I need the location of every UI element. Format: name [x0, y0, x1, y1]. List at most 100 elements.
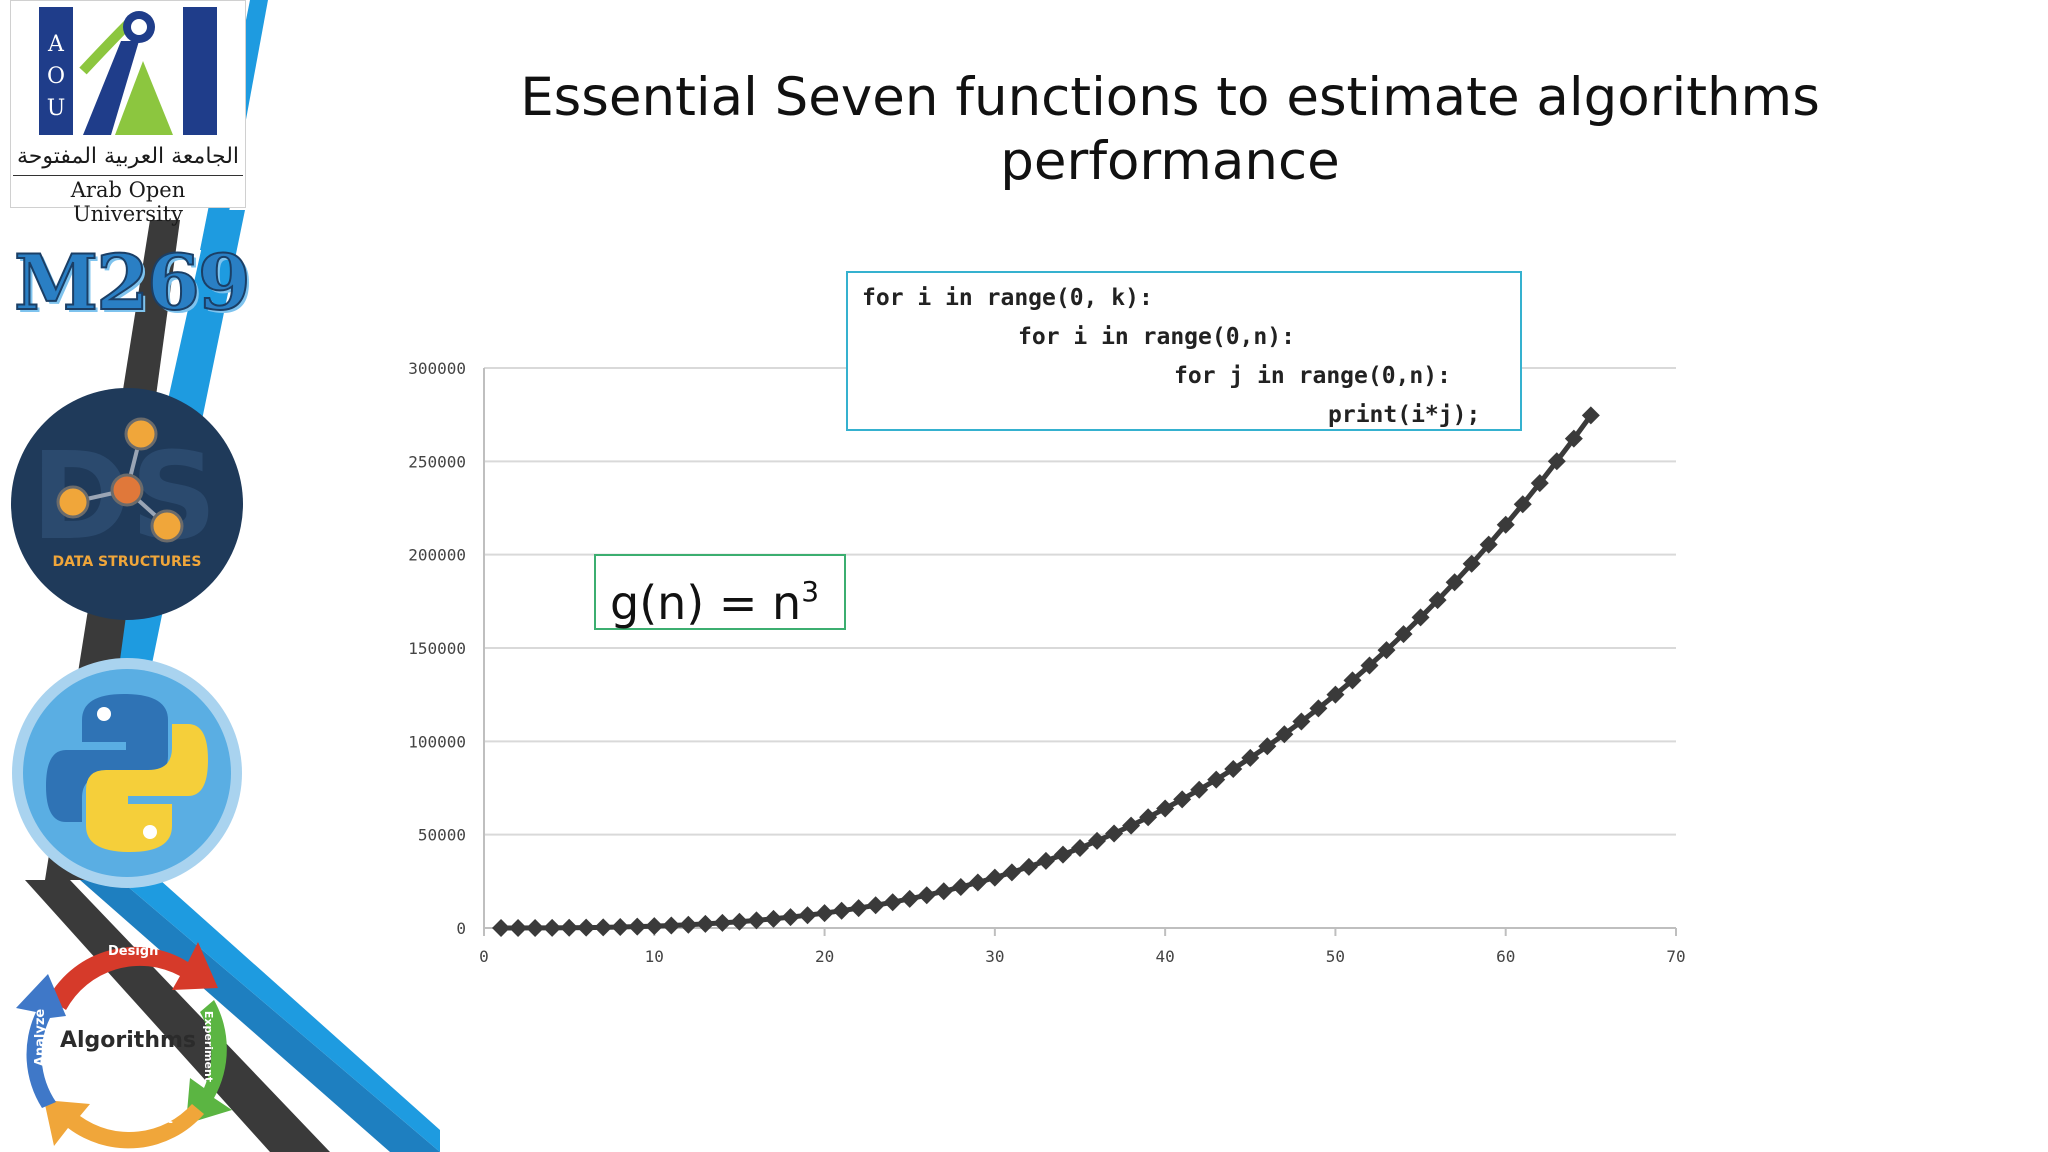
- data-point-53: [1377, 641, 1396, 660]
- course-code: M269: [13, 237, 252, 328]
- python-badge: [12, 658, 242, 888]
- data-point-25: [900, 889, 919, 908]
- data-point-38: [1122, 816, 1141, 835]
- data-point-63: [1547, 452, 1566, 471]
- data-point-13: [696, 914, 715, 933]
- x-tick-label-5: 50: [1326, 947, 1345, 966]
- data-point-60: [1496, 515, 1515, 534]
- logo-arabic-name: الجامعة العربية المفتوحة: [16, 144, 240, 169]
- y-tick-label-1: 50000: [418, 826, 466, 845]
- data-point-20: [815, 904, 834, 923]
- series-line: [501, 413, 1593, 931]
- aou-emblem-icon: A O U: [39, 7, 217, 135]
- x-axis-ticks: 0 10 20 30 40 50 60 70: [479, 947, 1685, 966]
- sidebar: A O U الجامعة العربية المفتوحة Arab Open…: [0, 0, 440, 1152]
- data-point-16: [747, 911, 766, 930]
- data-structures-label: DATA STRUCTURES: [52, 554, 202, 570]
- data-point-1: [492, 918, 511, 937]
- y-tick-label-6: 300000: [408, 359, 466, 378]
- data-point-55: [1411, 608, 1430, 627]
- slide-title: Essential Seven functions to estimate al…: [500, 66, 1840, 194]
- code-snippet-box: for i in range(0, k): for i in range(0,n…: [846, 271, 1522, 431]
- data-point-45: [1241, 748, 1260, 767]
- data-point-34: [1053, 845, 1072, 864]
- data-point-17: [764, 909, 783, 928]
- cycle-arrows-icon: [16, 942, 232, 1149]
- code-line-4: print(i*j);: [1328, 402, 1481, 428]
- x-tick-label-6: 60: [1496, 947, 1515, 966]
- data-point-23: [866, 896, 885, 915]
- data-point-44: [1224, 759, 1243, 778]
- data-point-4: [543, 918, 562, 937]
- data-point-40: [1156, 799, 1175, 818]
- data-point-24: [883, 893, 902, 912]
- data-point-6: [577, 918, 596, 937]
- data-point-3: [526, 918, 545, 937]
- data-point-21: [832, 901, 851, 920]
- data-point-36: [1088, 831, 1107, 850]
- data-point-52: [1360, 656, 1379, 675]
- formula-exponent: 3: [801, 575, 820, 608]
- data-point-33: [1036, 851, 1055, 870]
- code-line-2: for i in range(0,n):: [1018, 324, 1295, 350]
- y-tick-label-4: 200000: [408, 546, 466, 565]
- svg-text:O: O: [47, 64, 65, 89]
- data-point-30: [985, 868, 1004, 887]
- formula-box: g(n) = n3: [594, 554, 846, 630]
- data-point-57: [1445, 573, 1464, 592]
- series-n-cubed: [492, 406, 1600, 937]
- algorithms-label: Algorithms: [59, 1028, 197, 1053]
- title-line-1: Essential Seven functions to estimate al…: [520, 67, 1820, 128]
- data-point-51: [1343, 671, 1362, 690]
- svg-text:U: U: [47, 96, 66, 121]
- data-point-39: [1139, 808, 1158, 827]
- x-tick-label-4: 40: [1156, 947, 1175, 966]
- data-point-47: [1275, 725, 1294, 744]
- data-point-59: [1479, 535, 1498, 554]
- experiment-label: Experiment: [202, 1010, 216, 1083]
- data-point-46: [1258, 737, 1277, 756]
- y-axis-ticks: 0 50000 100000 150000 200000 250000 300000: [408, 359, 466, 938]
- y-tick-label-2: 100000: [408, 732, 466, 751]
- data-point-50: [1326, 685, 1345, 704]
- algorithms-cycle-graphic: Algorithms Design Experiment Implement A…: [8, 928, 248, 1152]
- data-point-15: [730, 912, 749, 931]
- data-point-5: [560, 918, 579, 937]
- data-point-8: [611, 918, 630, 937]
- code-line-1: for i in range(0, k):: [862, 285, 1153, 311]
- data-point-11: [662, 916, 681, 935]
- data-point-10: [645, 917, 664, 936]
- graph-nodes-icon: DS: [31, 417, 217, 567]
- analyze-label: Analyze: [33, 1008, 49, 1067]
- university-logo: A O U الجامعة العربية المفتوحة Arab Open…: [10, 0, 246, 226]
- data-point-31: [1002, 863, 1021, 882]
- data-point-35: [1071, 838, 1089, 857]
- design-label: Design: [108, 944, 159, 959]
- x-tick-label-7: 70: [1666, 947, 1685, 966]
- data-point-41: [1173, 790, 1192, 809]
- data-point-14: [713, 913, 732, 932]
- data-point-64: [1564, 429, 1583, 448]
- x-tick-label-0: 0: [479, 947, 489, 966]
- data-point-54: [1394, 625, 1413, 644]
- data-point-48: [1292, 712, 1311, 731]
- data-point-2: [509, 918, 528, 937]
- y-tick-label-0: 0: [456, 919, 466, 938]
- x-tick-label-1: 10: [645, 947, 664, 966]
- data-point-12: [679, 915, 698, 934]
- logo-english-name: Arab Open University: [13, 175, 243, 226]
- x-tick-label-3: 30: [985, 947, 1004, 966]
- data-point-27: [934, 882, 953, 901]
- data-point-18: [781, 908, 800, 927]
- data-point-62: [1530, 474, 1549, 493]
- cubic-growth-chart: 0 50000 100000 150000 200000 250000 300000 0 10…: [408, 359, 1685, 966]
- data-point-61: [1513, 495, 1532, 514]
- data-point-65: [1581, 406, 1600, 425]
- data-point-7: [594, 918, 613, 937]
- data-point-32: [1019, 857, 1038, 876]
- svg-text:A: A: [47, 32, 65, 57]
- python-logo-icon: [23, 669, 231, 877]
- data-point-37: [1105, 824, 1124, 843]
- data-point-49: [1309, 699, 1328, 718]
- x-tick-label-2: 20: [815, 947, 834, 966]
